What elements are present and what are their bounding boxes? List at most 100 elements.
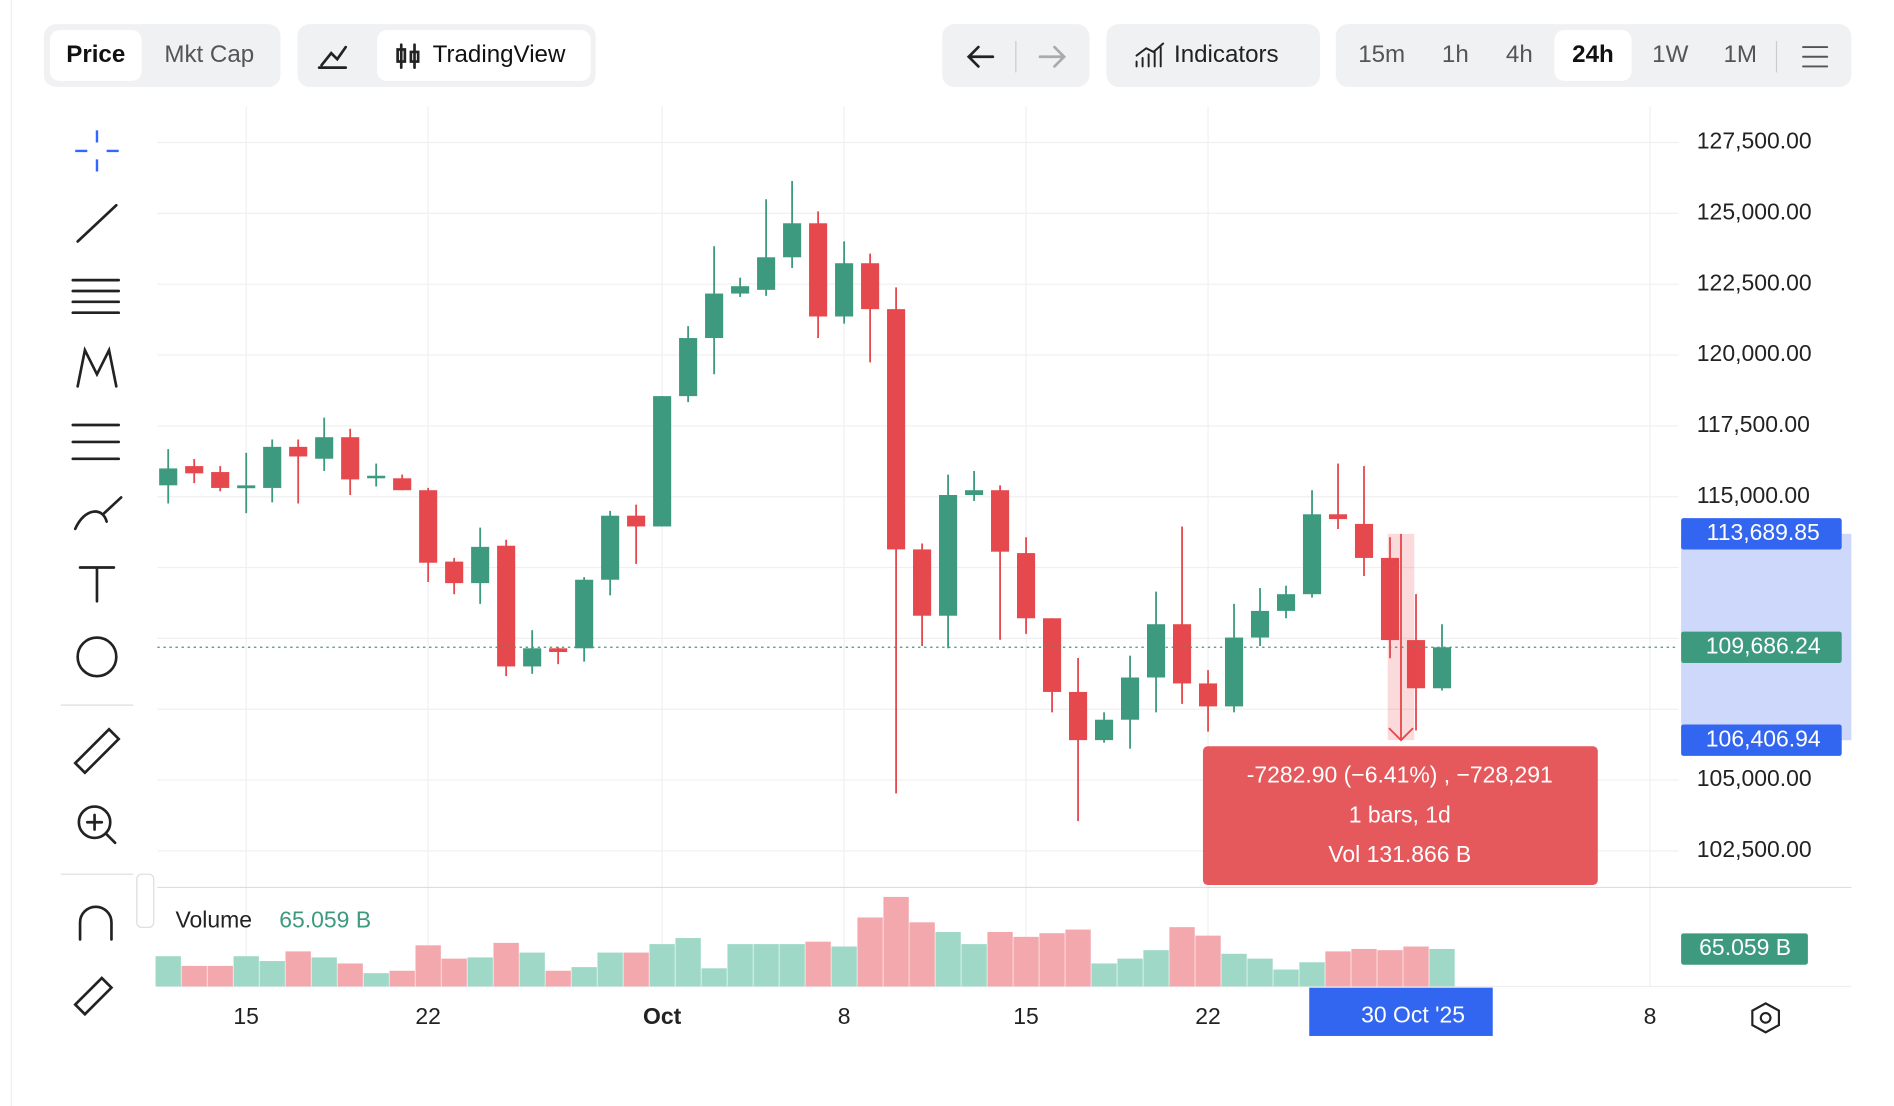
indicators-label[interactable]: Indicators xyxy=(1174,41,1279,68)
candle-body xyxy=(367,475,386,479)
brush-tool[interactable] xyxy=(73,496,123,531)
line-chart-icon[interactable] xyxy=(317,45,348,69)
volume-bar xyxy=(935,932,961,987)
volume-bar xyxy=(1325,951,1351,987)
forward-button[interactable] xyxy=(1038,45,1066,68)
volume-bar xyxy=(1429,948,1455,987)
fib-tool[interactable] xyxy=(71,278,121,315)
candle-body xyxy=(1250,610,1270,638)
candle-body xyxy=(1432,647,1452,689)
zoom-tool[interactable] xyxy=(77,805,112,840)
candle-body xyxy=(1328,514,1348,520)
interval-button[interactable]: 1W xyxy=(1652,41,1688,68)
candle-body xyxy=(237,485,256,489)
y-tick-label: 120,000.00 xyxy=(1697,340,1812,366)
measure-to-label: 106,406.94 xyxy=(1706,725,1821,751)
y-tick-label: 125,000.00 xyxy=(1697,198,1812,224)
volume-bar xyxy=(1091,963,1117,987)
zoom-tool-detail xyxy=(85,813,117,845)
x-tick-label: 22 xyxy=(415,1003,441,1029)
price-tab[interactable]: Price xyxy=(66,41,125,68)
measure-to-box xyxy=(1681,724,1842,756)
tooltip-line: -7282.90 (−6.41%) , −728,291 xyxy=(1247,761,1553,787)
candle-body xyxy=(1198,683,1218,707)
interval-active[interactable] xyxy=(1554,30,1632,81)
candle-body xyxy=(1354,523,1374,558)
candle-body xyxy=(939,495,958,616)
volume-bar xyxy=(1299,962,1325,987)
candle-body xyxy=(1276,594,1296,611)
volume-bar xyxy=(909,922,935,987)
settings-icon[interactable] xyxy=(1802,46,1829,68)
trend-line-tool[interactable] xyxy=(76,203,118,243)
x-tick-label: Oct xyxy=(643,1003,682,1029)
candle-body xyxy=(835,263,854,317)
volume-bar xyxy=(181,965,207,987)
volume-bar xyxy=(233,956,259,987)
candle-body xyxy=(887,309,906,550)
candle-body xyxy=(783,223,802,258)
interval-button[interactable]: 1h xyxy=(1442,41,1469,68)
volume-bar xyxy=(623,952,649,987)
volume-bar xyxy=(805,941,831,987)
candle-body xyxy=(1043,618,1062,692)
volume-axis-label: 65.059 B xyxy=(1699,934,1791,960)
volume-bar xyxy=(1273,969,1299,987)
candle-body xyxy=(159,468,178,486)
volume-bar xyxy=(1377,950,1403,987)
volume-bar xyxy=(259,961,285,987)
y-tick-label: 102,500.00 xyxy=(1697,836,1812,862)
measure-tooltip xyxy=(1202,746,1598,886)
last-price-box xyxy=(1681,631,1842,663)
volume-bar xyxy=(1247,958,1273,987)
volume-bar xyxy=(311,957,337,987)
volume-bar xyxy=(753,944,779,987)
volume-bar xyxy=(883,896,909,987)
back-button[interactable] xyxy=(966,45,995,68)
candle-body xyxy=(211,472,230,488)
emoji-tool[interactable] xyxy=(76,636,118,678)
mktcap-tab[interactable]: Mkt Cap xyxy=(164,41,254,68)
volume-bar xyxy=(493,942,519,987)
tab-active[interactable] xyxy=(49,30,142,81)
volume-bar xyxy=(389,970,415,987)
tradingview-tab[interactable]: TradingView xyxy=(433,41,566,68)
candle-body xyxy=(861,263,880,310)
measure-from-label: 113,689.85 xyxy=(1707,519,1820,545)
volume-bar xyxy=(571,967,597,987)
y-tick-label: 105,000.00 xyxy=(1697,765,1812,791)
collapse-handle[interactable] xyxy=(136,873,155,928)
drawing-tools xyxy=(60,130,134,1017)
candle-body xyxy=(471,546,490,584)
interval-list: 15m 1h 4h 24h 1W 1M xyxy=(1358,30,1757,81)
crosshair-date-box xyxy=(1309,987,1493,1036)
candle-body xyxy=(705,293,724,339)
x-tick-label: 8 xyxy=(838,1003,851,1029)
interval-button[interactable]: 24h xyxy=(1572,41,1614,68)
candle-body xyxy=(1146,624,1166,678)
interval-button[interactable]: 4h xyxy=(1506,41,1533,68)
volume-bar xyxy=(831,946,857,987)
candle-icon xyxy=(396,43,420,69)
candle-body xyxy=(393,478,412,491)
crosshair-tool[interactable] xyxy=(75,130,119,172)
candle-body xyxy=(731,286,750,294)
candle-body xyxy=(1121,677,1140,720)
volume-bar xyxy=(1013,936,1039,987)
volume-bar xyxy=(727,944,753,987)
volume-bar xyxy=(337,963,363,987)
ruler-tool[interactable] xyxy=(73,727,121,775)
magnet-tool[interactable] xyxy=(78,905,113,941)
volume-bar xyxy=(649,944,675,987)
indicators-button[interactable] xyxy=(1106,24,1321,87)
projection-tool[interactable] xyxy=(71,423,121,461)
interval-button[interactable]: 1M xyxy=(1724,41,1758,68)
lock-draw-tool[interactable] xyxy=(73,976,114,1017)
text-tool[interactable] xyxy=(78,566,116,603)
pattern-tool[interactable] xyxy=(76,346,118,388)
interval-button[interactable]: 15m xyxy=(1358,41,1405,68)
candle-body xyxy=(991,490,1010,552)
scale-settings[interactable] xyxy=(1751,1002,1781,1034)
tab-active[interactable] xyxy=(377,30,591,81)
tooltip-line: 1 bars, 1d xyxy=(1349,801,1451,827)
